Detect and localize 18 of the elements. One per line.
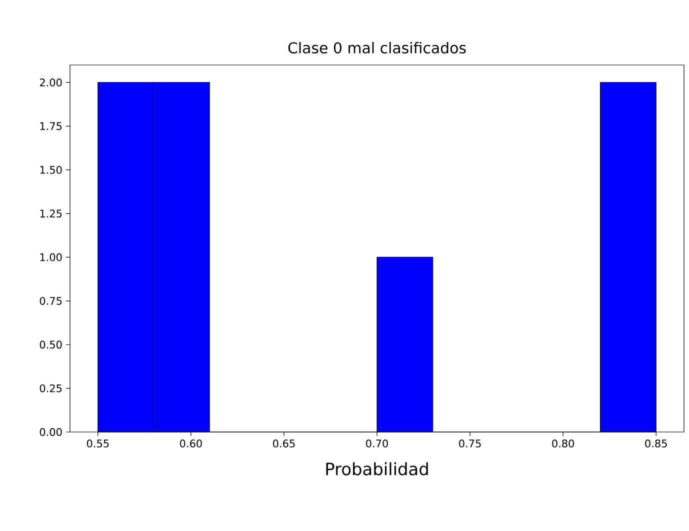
x-tick-label: 0.60 [180, 440, 202, 448]
y-tick-label: 0.25 [40, 384, 62, 392]
y-tick-label: 0.75 [40, 296, 62, 305]
y-tick-label: 1.00 [40, 253, 62, 262]
x-tick-label: 0.55 [86, 440, 109, 448]
x-tick-label: 0.85 [645, 440, 667, 448]
x-tick-label: 0.75 [459, 440, 481, 448]
x-axis-title: Probabilidad [326, 462, 428, 476]
x-tick-label: 0.70 [366, 440, 388, 448]
x-tick-label: 0.65 [273, 440, 295, 448]
y-tick-label: 2.00 [40, 78, 62, 86]
y-tick-label: 1.75 [40, 122, 62, 130]
x-tick-label: 0.80 [552, 440, 574, 448]
y-tick-label: 0.00 [40, 428, 62, 436]
chart-title: Clase 0 mal clasificados [288, 42, 466, 54]
y-tick-label: 1.25 [40, 210, 62, 218]
y-tick-label: 1.50 [40, 166, 62, 174]
y-tick-label: 0.50 [40, 340, 62, 349]
